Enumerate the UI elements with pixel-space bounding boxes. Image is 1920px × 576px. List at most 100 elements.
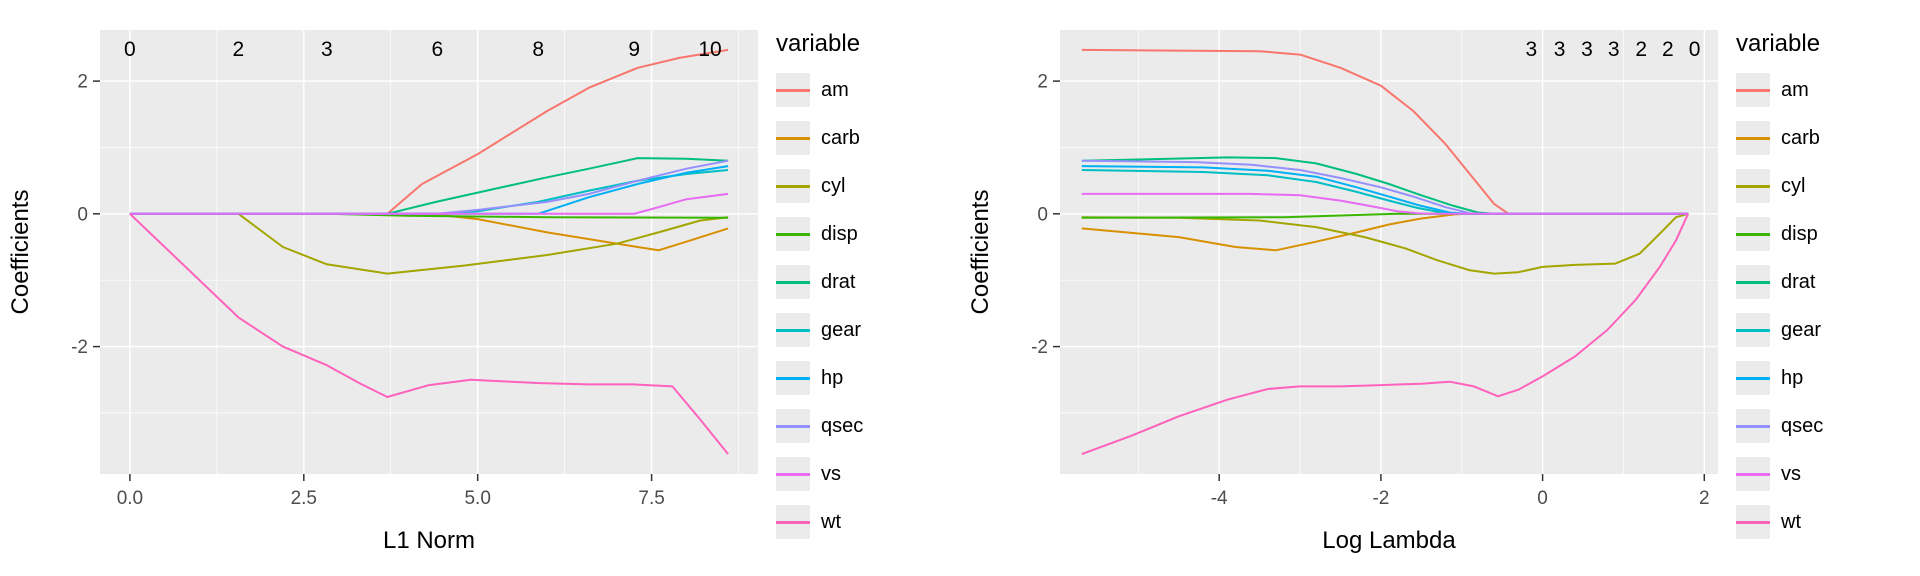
y-tick-label: 0 bbox=[1037, 204, 1048, 225]
legend-label-disp: disp bbox=[821, 222, 858, 245]
legend-item-wt: wt bbox=[1736, 505, 1920, 539]
legend-title: variable bbox=[776, 30, 861, 57]
legend-key-swatch-drat bbox=[776, 265, 810, 299]
legend-label-gear: gear bbox=[1781, 318, 1822, 341]
legend-item-gear: gear bbox=[1736, 313, 1920, 347]
legend-label-drat: drat bbox=[1781, 270, 1816, 293]
legend-key-swatch-drat bbox=[1736, 265, 1770, 299]
x-tick-label: 5.0 bbox=[464, 488, 490, 509]
legend-line-icon bbox=[1736, 232, 1770, 236]
legend-line-icon bbox=[776, 136, 810, 140]
legend-item-cyl: cyl bbox=[1736, 169, 1920, 203]
series-line-drat bbox=[1081, 156, 1689, 215]
legend-label-disp: disp bbox=[1781, 222, 1818, 245]
legend-item-drat: drat bbox=[776, 265, 960, 299]
legend-key-swatch-disp bbox=[776, 217, 810, 251]
legend-loglambda: variable am carb cyl disp drat gear hp qsec vs wt bbox=[1730, 0, 1920, 576]
x-tick-label: -2 bbox=[1372, 488, 1389, 509]
series-line-vs bbox=[1081, 192, 1689, 215]
y-axis-title: Coefficients bbox=[967, 190, 994, 315]
legend-line-icon bbox=[776, 280, 810, 284]
legend-label-carb: carb bbox=[1781, 126, 1820, 149]
y-axis-title: Coefficients bbox=[7, 190, 34, 315]
legend-key-swatch-gear bbox=[776, 313, 810, 347]
x-tick-label: 2 bbox=[1699, 488, 1710, 509]
y-tick-label: 0 bbox=[77, 204, 88, 225]
legend-key-swatch-wt bbox=[1736, 505, 1770, 539]
legend-label-vs: vs bbox=[1781, 462, 1801, 485]
legend-key-swatch-disp bbox=[1736, 217, 1770, 251]
legend-item-vs: vs bbox=[1736, 457, 1920, 491]
legend-line-icon bbox=[1736, 328, 1770, 332]
top-axis-count-label: 2 bbox=[1635, 38, 1647, 61]
legend-line-icon bbox=[1736, 520, 1770, 524]
series-line-wt bbox=[129, 213, 729, 455]
legend-item-hp: hp bbox=[776, 361, 960, 395]
legend-label-cyl: cyl bbox=[821, 174, 846, 197]
legend-line-icon bbox=[1736, 376, 1770, 380]
top-axis-count-label: 10 bbox=[698, 38, 721, 61]
legend-label-gear: gear bbox=[821, 318, 862, 341]
legend-item-drat: drat bbox=[1736, 265, 1920, 299]
legend-item-disp: disp bbox=[1736, 217, 1920, 251]
figure-loglambda: -4 -2 0 2 -2 0 2 3 3 3 3 2 2 0 Log Lambda Coefficients … bbox=[960, 0, 1920, 576]
legend-line-icon bbox=[776, 328, 810, 332]
legend-item-am: am bbox=[776, 73, 960, 107]
legend-line-icon bbox=[1736, 136, 1770, 140]
legend-label-cyl: cyl bbox=[1781, 174, 1806, 197]
legend-item-disp: disp bbox=[776, 217, 960, 251]
series-line-vs bbox=[129, 192, 729, 215]
series-line-am bbox=[1081, 48, 1689, 215]
legend-line-icon bbox=[776, 232, 810, 236]
legend-line-icon bbox=[1736, 424, 1770, 428]
legend-line-icon bbox=[776, 424, 810, 428]
legend-key-swatch-cyl bbox=[1736, 169, 1770, 203]
legend-label-carb: carb bbox=[821, 126, 860, 149]
legend-line-icon bbox=[1736, 88, 1770, 92]
legend-key-swatch-hp bbox=[776, 361, 810, 395]
legend-key-swatch-qsec bbox=[776, 409, 810, 443]
x-tick-label: -4 bbox=[1211, 488, 1228, 509]
series-line-wt bbox=[1081, 213, 1690, 456]
series-line-am bbox=[129, 48, 729, 215]
legend-item-qsec: qsec bbox=[776, 409, 960, 443]
legend-label-wt: wt bbox=[1781, 510, 1801, 533]
legend-label-am: am bbox=[821, 78, 849, 101]
top-axis-count-label: 0 bbox=[124, 38, 136, 61]
legend-key-swatch-am bbox=[1736, 73, 1770, 107]
legend-label-am: am bbox=[1781, 78, 1809, 101]
figure-l1norm: 0.0 2.5 5.0 7.5 -2 0 2 0 2 3 6 8 9 10 L1 Norm Coefficie… bbox=[7, 0, 960, 576]
legend-key-swatch-hp bbox=[1736, 361, 1770, 395]
panel-background bbox=[100, 30, 758, 474]
legend-label-hp: hp bbox=[1781, 366, 1804, 389]
legend-key-swatch-am bbox=[776, 73, 810, 107]
legend-l1norm: variable am carb cyl disp drat gear hp qsec vs wt bbox=[770, 0, 960, 576]
legend-item-cyl: cyl bbox=[776, 169, 960, 203]
y-tick-label: 2 bbox=[1037, 72, 1048, 93]
y-tick-label: 2 bbox=[77, 72, 88, 93]
legend-title: variable bbox=[1736, 30, 1821, 57]
legend-label-drat: drat bbox=[821, 270, 856, 293]
legend-key-swatch-wt bbox=[776, 505, 810, 539]
legend-label-qsec: qsec bbox=[821, 414, 864, 437]
legend-line-icon bbox=[776, 184, 810, 188]
series-line-cyl bbox=[129, 212, 729, 275]
top-axis-count-label: 3 bbox=[1581, 38, 1593, 61]
legend-line-icon bbox=[776, 520, 810, 524]
legend-item-carb: carb bbox=[776, 121, 960, 155]
legend-label-wt: wt bbox=[821, 510, 841, 533]
legend-key-swatch-vs bbox=[1736, 457, 1770, 491]
legend-line-icon bbox=[1736, 184, 1770, 188]
legend-label-qsec: qsec bbox=[1781, 414, 1824, 437]
top-axis-count-label: 3 bbox=[1525, 38, 1537, 61]
top-axis-count-label: 8 bbox=[532, 38, 544, 61]
legend-key-swatch-vs bbox=[776, 457, 810, 491]
legend-label-vs: vs bbox=[821, 462, 841, 485]
legend-key-swatch-gear bbox=[1736, 313, 1770, 347]
top-axis-count-label: 3 bbox=[1554, 38, 1566, 61]
series-line-cyl bbox=[1081, 212, 1689, 275]
legend-key-swatch-carb bbox=[1736, 121, 1770, 155]
legend-key-swatch-qsec bbox=[1736, 409, 1770, 443]
legend-item-carb: carb bbox=[1736, 121, 1920, 155]
